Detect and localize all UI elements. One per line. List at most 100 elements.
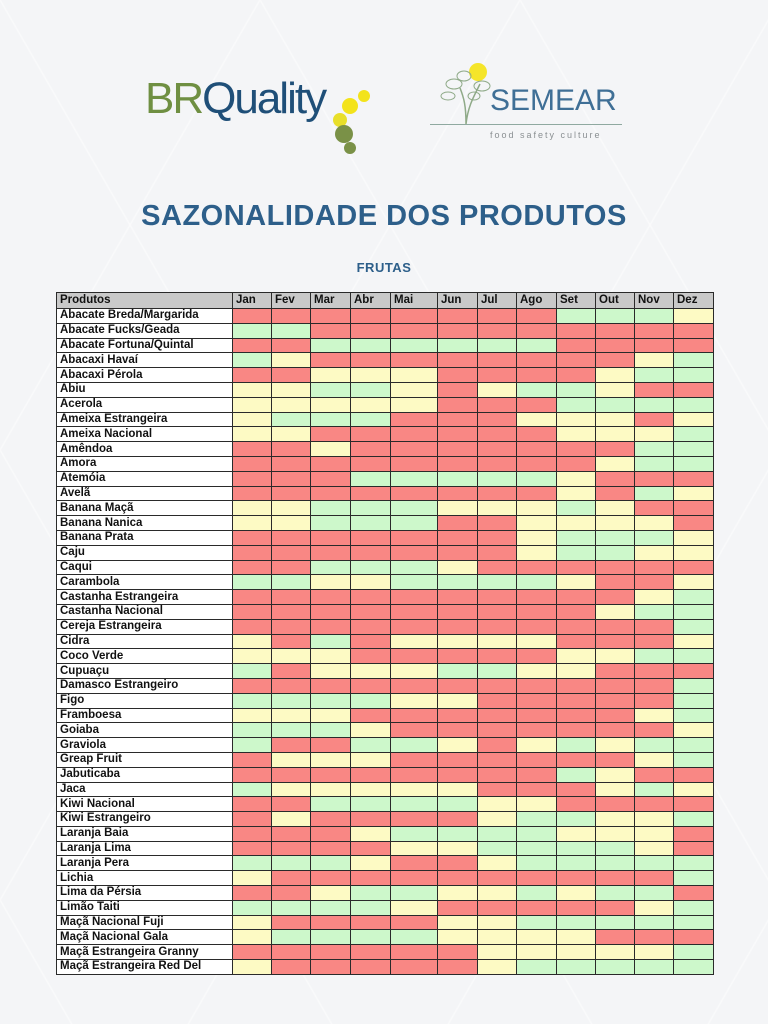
season-cell-nov bbox=[634, 914, 674, 931]
product-name: Abacate Fucks/Geada bbox=[56, 322, 233, 339]
season-cell-nov bbox=[634, 929, 674, 946]
season-cell-ago bbox=[516, 663, 557, 679]
season-cell-abr bbox=[350, 441, 391, 457]
table-row: Carambola bbox=[56, 574, 714, 591]
season-cell-jun bbox=[437, 529, 478, 546]
season-cell-out bbox=[595, 914, 635, 931]
season-cell-jun bbox=[437, 381, 478, 398]
season-cell-dez bbox=[673, 544, 714, 561]
season-cell-jul bbox=[477, 352, 517, 369]
season-cell-fev bbox=[271, 544, 311, 561]
season-cell-abr bbox=[350, 737, 391, 753]
season-cell-out bbox=[595, 663, 635, 679]
semear-logo: SEMEAR food safety culture bbox=[430, 62, 630, 152]
season-cell-out bbox=[595, 855, 635, 872]
season-cell-jan bbox=[232, 470, 272, 487]
season-cell-jun bbox=[437, 722, 478, 739]
column-header-month: Set bbox=[556, 292, 596, 309]
season-cell-out bbox=[595, 633, 635, 650]
page-title: SAZONALIDADE DOS PRODUTOS bbox=[141, 200, 627, 232]
season-cell-dez bbox=[673, 470, 714, 487]
table-row: Maçã Estrangeira Red Del bbox=[56, 959, 714, 975]
season-cell-fev bbox=[271, 781, 311, 798]
season-cell-dez bbox=[673, 618, 714, 635]
season-cell-fev bbox=[271, 692, 311, 709]
season-cell-mar bbox=[310, 337, 351, 354]
season-cell-jun bbox=[437, 574, 478, 591]
season-cell-mai bbox=[390, 914, 438, 931]
season-cell-mar bbox=[310, 840, 351, 857]
table-row: Jabuticaba bbox=[56, 766, 714, 783]
season-cell-set bbox=[556, 944, 596, 961]
season-cell-jan bbox=[232, 692, 272, 709]
season-cell-jan bbox=[232, 648, 272, 665]
season-cell-mar bbox=[310, 633, 351, 650]
season-cell-nov bbox=[634, 618, 674, 635]
season-cell-nov bbox=[634, 426, 674, 443]
season-cell-mar bbox=[310, 811, 351, 827]
season-cell-fev bbox=[271, 885, 311, 901]
season-cell-jan bbox=[232, 559, 272, 576]
season-cell-out bbox=[595, 899, 635, 916]
season-cell-jan bbox=[232, 870, 272, 887]
table-row: Banana Nanica bbox=[56, 515, 714, 531]
season-cell-ago bbox=[516, 707, 557, 724]
season-cell-fev bbox=[271, 455, 311, 472]
season-cell-fev bbox=[271, 411, 311, 428]
season-cell-dez bbox=[673, 840, 714, 857]
season-cell-fev bbox=[271, 737, 311, 753]
season-cell-dez bbox=[673, 367, 714, 383]
season-cell-mar bbox=[310, 766, 351, 783]
table-row: Jaca bbox=[56, 781, 714, 798]
season-cell-mar bbox=[310, 441, 351, 457]
season-cell-nov bbox=[634, 899, 674, 916]
product-name: Goiaba bbox=[56, 722, 233, 739]
season-cell-jan bbox=[232, 544, 272, 561]
season-cell-nov bbox=[634, 381, 674, 398]
season-cell-jul bbox=[477, 337, 517, 354]
table-row: Lima da Pérsia bbox=[56, 885, 714, 901]
season-cell-jul bbox=[477, 603, 517, 620]
season-cell-nov bbox=[634, 870, 674, 887]
table-row: Abacaxi Pérola bbox=[56, 367, 714, 383]
season-cell-out bbox=[595, 441, 635, 457]
season-cell-set bbox=[556, 929, 596, 946]
season-cell-out bbox=[595, 722, 635, 739]
season-cell-jan bbox=[232, 529, 272, 546]
column-header-month: Jul bbox=[477, 292, 517, 309]
table-row: Maçã Estrangeira Granny bbox=[56, 944, 714, 961]
season-cell-out bbox=[595, 929, 635, 946]
season-cell-mai bbox=[390, 337, 438, 354]
table-row: Abiu bbox=[56, 381, 714, 398]
season-cell-jan bbox=[232, 899, 272, 916]
product-name: Kiwi Nacional bbox=[56, 796, 233, 813]
season-cell-fev bbox=[271, 870, 311, 887]
season-cell-dez bbox=[673, 663, 714, 679]
season-cell-set bbox=[556, 899, 596, 916]
season-cell-nov bbox=[634, 470, 674, 487]
season-cell-fev bbox=[271, 929, 311, 946]
season-cell-abr bbox=[350, 515, 391, 531]
season-cell-jan bbox=[232, 663, 272, 679]
season-cell-out bbox=[595, 470, 635, 487]
season-cell-set bbox=[556, 914, 596, 931]
table-row: Caqui bbox=[56, 559, 714, 576]
season-cell-out bbox=[595, 396, 635, 413]
season-cell-set bbox=[556, 737, 596, 753]
season-cell-out bbox=[595, 944, 635, 961]
season-cell-mai bbox=[390, 855, 438, 872]
season-cell-abr bbox=[350, 455, 391, 472]
season-cell-ago bbox=[516, 322, 557, 339]
season-cell-nov bbox=[634, 322, 674, 339]
season-cell-jul bbox=[477, 367, 517, 383]
season-cell-ago bbox=[516, 352, 557, 369]
table-row: Ameixa Nacional bbox=[56, 426, 714, 443]
season-cell-set bbox=[556, 796, 596, 813]
season-cell-mai bbox=[390, 322, 438, 339]
season-cell-out bbox=[595, 707, 635, 724]
season-cell-mai bbox=[390, 618, 438, 635]
product-name: Greap Fruit bbox=[56, 751, 233, 768]
season-cell-set bbox=[556, 574, 596, 591]
season-cell-ago bbox=[516, 855, 557, 872]
season-cell-fev bbox=[271, 515, 311, 531]
